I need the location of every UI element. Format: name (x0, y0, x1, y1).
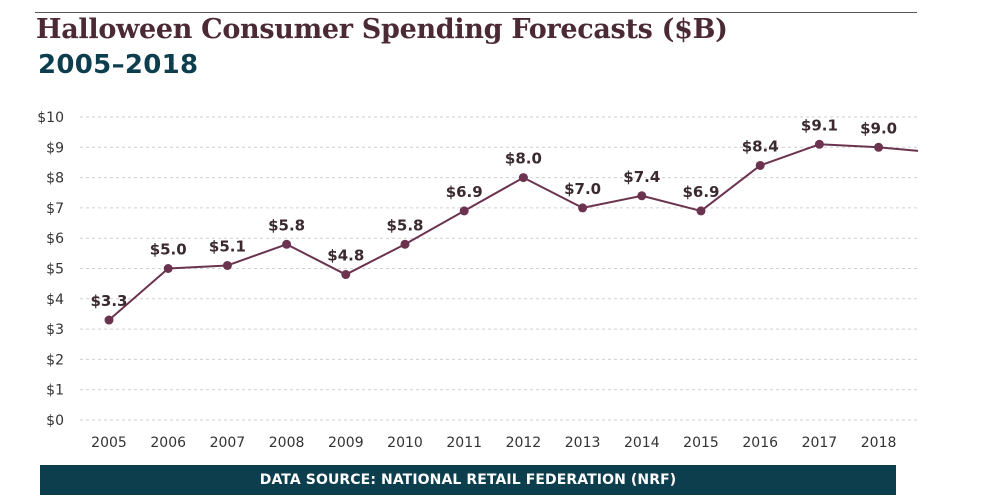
x-tick-label: 2005 (91, 435, 127, 451)
data-points (104, 139, 884, 325)
data-label: $6.9 (446, 183, 483, 201)
data-label: $7.4 (623, 168, 660, 186)
data-point (400, 239, 410, 249)
data-label: $8.4 (742, 137, 779, 155)
data-point (696, 206, 706, 216)
data-label: $5.8 (268, 216, 305, 234)
x-tick-label: 2013 (565, 435, 601, 451)
data-label: $4.8 (327, 247, 364, 265)
x-tick-label: 2015 (683, 435, 719, 451)
series-line-layer (108, 143, 919, 321)
data-label: $6.9 (682, 183, 719, 201)
data-point (282, 239, 292, 249)
x-tick-label: 2008 (269, 435, 305, 451)
data-source-bar: DATA SOURCE: NATIONAL RETAIL FEDERATION … (40, 465, 896, 495)
x-tick-label: 2009 (328, 435, 364, 451)
chart-title: Halloween Consumer Spending Forecasts ($… (36, 14, 728, 45)
data-point (637, 191, 647, 201)
x-tick-label: 2007 (210, 435, 246, 451)
y-tick-label: $6 (46, 231, 64, 247)
data-label: $3.3 (90, 292, 127, 310)
data-labels: $3.3 $5.0 $5.1 $5.8 $4.8 $5.8 $6.9 $8.0 $7.0 $7.4… (90, 116, 897, 310)
y-tick-label: $7 (46, 201, 64, 217)
y-tick-label: $1 (46, 383, 64, 399)
y-tick-label: $4 (46, 292, 64, 308)
x-tick-label: 2012 (506, 435, 542, 451)
x-tick-label: 2010 (387, 435, 423, 451)
data-label: $5.8 (386, 216, 423, 234)
data-point (814, 139, 824, 149)
x-tick-label: 2016 (742, 435, 778, 451)
y-axis-ticks: $0 $1 $2 $3 $4 $5 $6 $7 $8 $9 $10 (37, 110, 64, 429)
line-chart: $0 $1 $2 $3 $4 $5 $6 $7 $8 $9 $10 2005 2006 2007 2008… (37, 110, 919, 451)
data-point (578, 203, 588, 213)
data-point (163, 264, 173, 273)
x-tick-label: 2011 (446, 435, 482, 451)
y-tick-label: $0 (46, 413, 64, 429)
data-label: $9.1 (801, 116, 838, 134)
x-tick-label: 2014 (624, 435, 660, 451)
y-tick-label: $8 (46, 171, 64, 187)
data-point (459, 206, 469, 216)
y-tick-label: $9 (46, 140, 64, 156)
y-tick-label: $5 (46, 262, 64, 278)
data-label: $5.0 (150, 241, 187, 259)
x-tick-label: 2018 (861, 435, 897, 451)
series-line (108, 143, 919, 321)
chart-subtitle: 2005–2018 (38, 50, 199, 80)
data-source-text: DATA SOURCE: NATIONAL RETAIL FEDERATION … (259, 472, 677, 488)
data-label: $5.1 (209, 237, 246, 255)
data-point (341, 270, 351, 280)
data-point (104, 315, 114, 325)
data-point (518, 173, 528, 183)
data-label: $8.0 (505, 150, 542, 168)
x-axis-ticks: 2005 2006 2007 2008 2009 2010 2011 2012 2013 2014… (91, 435, 896, 451)
data-label: $7.0 (564, 180, 601, 198)
top-rule (35, 12, 917, 13)
y-tick-label: $3 (46, 322, 64, 338)
data-point (222, 260, 232, 270)
y-tick-label: $10 (37, 110, 64, 126)
data-point (874, 142, 884, 152)
gridlines (80, 116, 918, 421)
data-point (755, 160, 765, 170)
data-label: $9.0 (860, 119, 897, 137)
x-tick-label: 2017 (802, 435, 838, 451)
x-tick-label: 2006 (150, 435, 186, 451)
y-tick-label: $2 (46, 352, 64, 368)
